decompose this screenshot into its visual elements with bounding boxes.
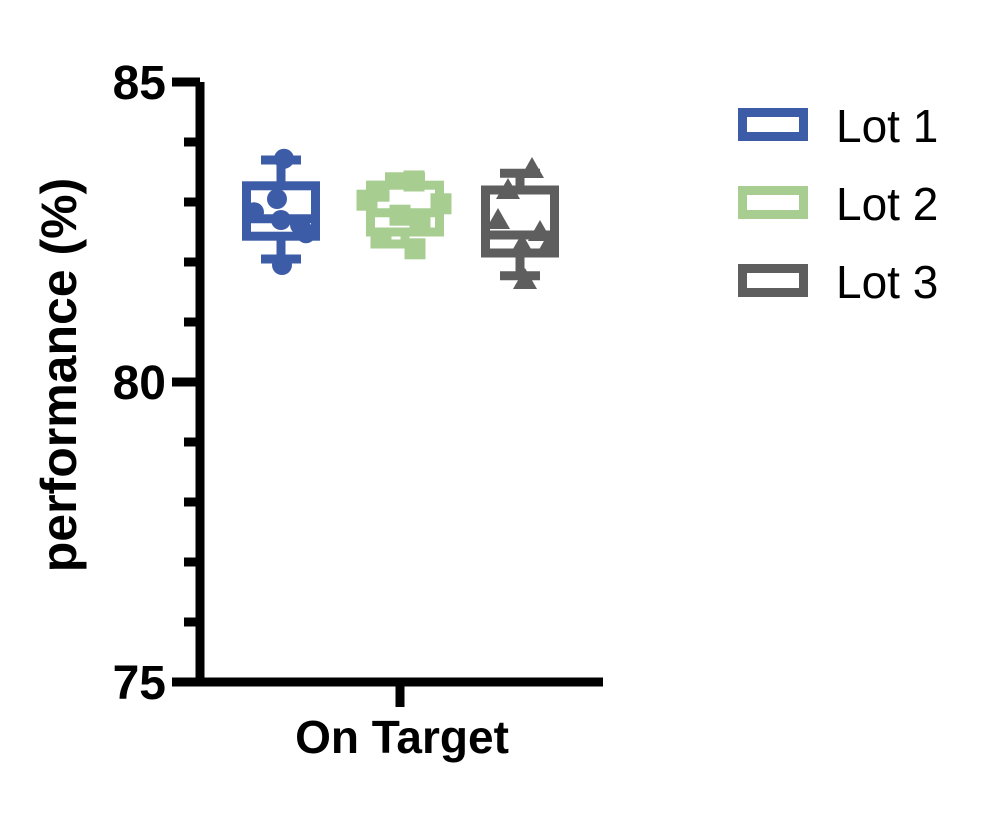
data-point-triangle (510, 233, 534, 255)
box-plots (242, 148, 559, 289)
legend: Lot 1 Lot 2 Lot 3 (738, 100, 938, 308)
y-axis-label: performance (%) (31, 178, 87, 573)
points-lot-3 (486, 157, 559, 289)
axes: 75 80 85 (113, 57, 603, 710)
data-point-triangle (513, 268, 537, 289)
data-point-square (356, 189, 378, 211)
points-lot-2 (356, 170, 452, 260)
data-point-triangle (520, 157, 544, 178)
data-point-circle (272, 255, 292, 275)
box-plot-lot-3 (481, 168, 559, 281)
legend-label-lot-1: Lot 1 (836, 100, 938, 152)
x-category-label: On Target (295, 711, 509, 763)
data-point-circle (296, 223, 316, 244)
y-tick-label: 85 (113, 57, 166, 110)
data-point-square (409, 214, 431, 236)
data-point-triangle (496, 178, 520, 199)
data-point-square (404, 238, 426, 260)
legend-swatch-lot-3 (738, 264, 808, 297)
legend-swatch-lot-2 (738, 186, 808, 219)
data-point-square (403, 170, 425, 192)
data-point-circle (271, 210, 291, 230)
legend-label-lot-2: Lot 2 (836, 178, 938, 230)
data-point-circle (274, 148, 294, 169)
y-tick-label: 80 (113, 357, 166, 410)
data-point-triangle (535, 235, 559, 257)
data-point-circle (267, 189, 287, 209)
data-point-triangle (528, 220, 552, 241)
points-lot-1 (244, 148, 316, 275)
data-point-triangle (486, 208, 510, 229)
legend-swatch-lot-1 (738, 108, 808, 141)
data-point-square (389, 204, 411, 226)
data-point-square (430, 193, 452, 215)
y-tick-label: 75 (113, 657, 166, 710)
legend-label-lot-3: Lot 3 (836, 256, 938, 308)
data-point-square (370, 227, 392, 249)
data-point-circle (244, 202, 264, 223)
